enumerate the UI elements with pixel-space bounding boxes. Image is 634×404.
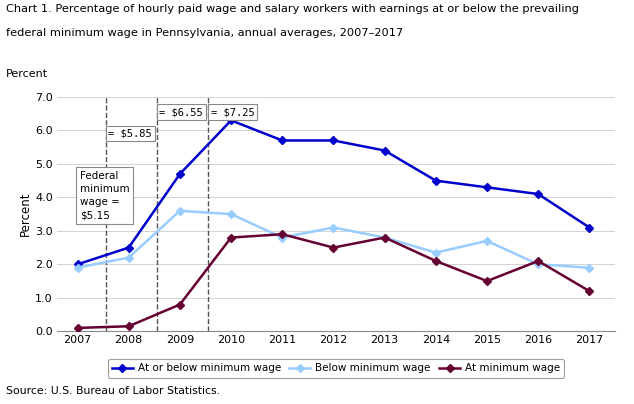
At or below minimum wage bbox=[74, 262, 81, 267]
Below minimum wage bbox=[227, 212, 235, 217]
Line: Below minimum wage: Below minimum wage bbox=[75, 208, 592, 270]
At minimum wage bbox=[586, 289, 593, 294]
At or below minimum wage bbox=[176, 172, 184, 177]
Below minimum wage bbox=[176, 208, 184, 213]
Text: federal minimum wage in Pennsylvania, annual averages, 2007–2017: federal minimum wage in Pennsylvania, an… bbox=[6, 28, 404, 38]
At or below minimum wage bbox=[586, 225, 593, 230]
Below minimum wage bbox=[483, 238, 491, 243]
Legend: At or below minimum wage, Below minimum wage, At minimum wage: At or below minimum wage, Below minimum … bbox=[108, 359, 564, 378]
At or below minimum wage bbox=[330, 138, 337, 143]
Below minimum wage bbox=[586, 265, 593, 270]
At or below minimum wage bbox=[278, 138, 286, 143]
At minimum wage bbox=[125, 324, 133, 329]
At or below minimum wage bbox=[381, 148, 389, 153]
Text: = $7.25: = $7.25 bbox=[210, 107, 254, 117]
At minimum wage bbox=[432, 259, 439, 263]
At minimum wage bbox=[330, 245, 337, 250]
Y-axis label: Percent: Percent bbox=[20, 192, 32, 236]
At minimum wage bbox=[176, 302, 184, 307]
Text: Federal
minimum
wage =
$5.15: Federal minimum wage = $5.15 bbox=[80, 171, 130, 221]
At minimum wage bbox=[534, 259, 542, 263]
Text: Chart 1. Percentage of hourly paid wage and salary workers with earnings at or b: Chart 1. Percentage of hourly paid wage … bbox=[6, 4, 579, 14]
At minimum wage bbox=[227, 235, 235, 240]
Text: Percent: Percent bbox=[6, 69, 48, 79]
At or below minimum wage bbox=[227, 118, 235, 123]
Text: = $5.85: = $5.85 bbox=[108, 129, 152, 139]
Below minimum wage bbox=[74, 265, 81, 270]
At or below minimum wage bbox=[125, 245, 133, 250]
Below minimum wage bbox=[330, 225, 337, 230]
Below minimum wage bbox=[432, 250, 439, 255]
Below minimum wage bbox=[125, 255, 133, 260]
Line: At minimum wage: At minimum wage bbox=[75, 231, 592, 331]
Below minimum wage bbox=[381, 235, 389, 240]
Line: At or below minimum wage: At or below minimum wage bbox=[75, 118, 592, 267]
Below minimum wage bbox=[534, 262, 542, 267]
At minimum wage bbox=[483, 279, 491, 284]
Text: = $6.55: = $6.55 bbox=[159, 107, 203, 117]
Text: Source: U.S. Bureau of Labor Statistics.: Source: U.S. Bureau of Labor Statistics. bbox=[6, 386, 221, 396]
At or below minimum wage bbox=[534, 191, 542, 196]
At or below minimum wage bbox=[432, 178, 439, 183]
At minimum wage bbox=[74, 326, 81, 330]
At minimum wage bbox=[278, 232, 286, 237]
At or below minimum wage bbox=[483, 185, 491, 190]
At minimum wage bbox=[381, 235, 389, 240]
Below minimum wage bbox=[278, 235, 286, 240]
